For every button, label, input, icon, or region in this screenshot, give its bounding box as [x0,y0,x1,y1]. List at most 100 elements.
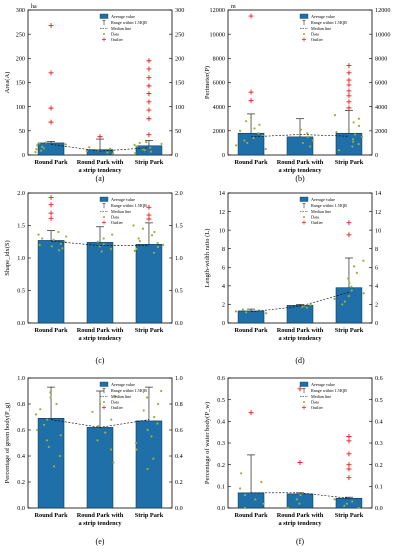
y-axis-label: Perimeter(P) [204,66,211,99]
data-point [306,132,309,135]
y-tick-label-right: 2 [375,302,378,309]
data-point [343,300,346,303]
y-tick-label: 0.4 [17,453,25,460]
data-point [156,245,160,249]
data-point [160,142,163,145]
data-point [243,139,246,142]
legend-median: Median line [311,209,331,214]
data-point [351,140,355,143]
bar [237,310,265,324]
y-tick-label-right: 0 [175,152,178,159]
data-point [362,292,365,295]
y-tick-label: 2.0 [17,190,25,197]
category-label: Round Park with [277,512,324,519]
legend-average: Average value [111,14,135,19]
outlier [146,216,152,222]
median-line [251,492,349,499]
y-tick-label: 14 [219,190,225,197]
y-tick-label: 8 [222,246,225,253]
legend-swatch-average [99,381,109,387]
bar [135,145,163,156]
y-tick-label: 2 [222,302,225,309]
data-point [141,227,145,230]
y-tick-label: 0.1 [217,484,225,491]
y-tick-label-right: 0.5 [175,288,183,295]
category-label: Round Park with [77,327,124,334]
bar [37,142,65,156]
data-point [262,502,265,505]
y-tick-label: 250 [16,31,25,38]
data-point [351,145,354,148]
median-line [51,240,149,246]
y-tick-label-right: 0.8 [175,401,183,408]
data-point [64,143,67,146]
data-point [138,240,141,243]
outlier [48,70,54,76]
y-tick-label: 0.5 [217,397,225,404]
y-tick-label: 10 [219,227,225,234]
data-point [98,402,102,406]
data-point [306,135,309,138]
y-tick-label-right: 0.0 [175,505,183,512]
y-tick-label-right: 4000 [375,104,387,111]
y-tick-label: 0 [222,152,225,159]
data-point [354,133,357,136]
data-point [295,498,298,501]
data-point [305,306,309,309]
outlier [346,70,352,76]
data-point [347,128,350,131]
chart-panel-1: 0 0 50 50 100 100 150 150 200 200 250 250 300 300 ha Ar… [4,4,184,183]
y-tick-label-right: 2.0 [175,190,183,197]
data-point [235,144,238,147]
data-point [109,247,113,250]
data-point [42,147,45,150]
median-line [50,419,150,428]
y-axis-label: Shape_idx(S) [4,240,11,275]
y-tick-label-right: 100 [175,104,184,111]
data-point [85,150,88,153]
bar [237,132,265,156]
data-point [153,415,156,419]
data-point [245,311,248,314]
data-point [100,250,103,253]
category-label: a strip tendency [278,167,322,174]
outlier [297,460,303,465]
y-tick-label: 0.0 [217,505,225,512]
outlier [97,134,103,140]
legend-average: Average value [311,14,335,19]
data-point [109,147,112,150]
chart-panel-6: 0.0 0.0 0.1 0.1 0.2 0.2 0.3 0.3 0.4 0.4 0.5 0.5 0.6 0… [204,375,383,546]
legend-outlier: Outlier [311,405,323,410]
data-point [299,493,302,497]
outlier [346,82,352,88]
category-label: Strip Park [335,327,364,334]
legend-data: Data [111,215,119,220]
data-point [343,504,346,507]
data-point [333,498,336,501]
outlier [346,434,352,439]
category-label: Strip Park [135,512,164,519]
bar [37,240,65,324]
legend-median: Median line [111,209,131,214]
data-point [146,467,149,471]
data-point [286,506,290,510]
data-point [132,224,135,227]
outlier [346,93,352,99]
legend-swatch-data [103,401,105,403]
y-tick-label-right: 200 [175,56,184,63]
median-line [251,134,349,138]
data-point [112,461,115,464]
category-label: Round Park [35,159,69,166]
category-label: Strip Park [135,327,164,334]
outlier [346,451,352,457]
outlier [346,438,352,444]
legend-data: Data [311,32,319,37]
category-label: Round Park with [77,159,124,166]
category-label: Strip Park [135,159,164,166]
data-point [337,149,341,152]
data-point [61,247,64,250]
y-tick-label-right: 0.1 [375,484,383,491]
panel-label: (d) [295,356,305,365]
